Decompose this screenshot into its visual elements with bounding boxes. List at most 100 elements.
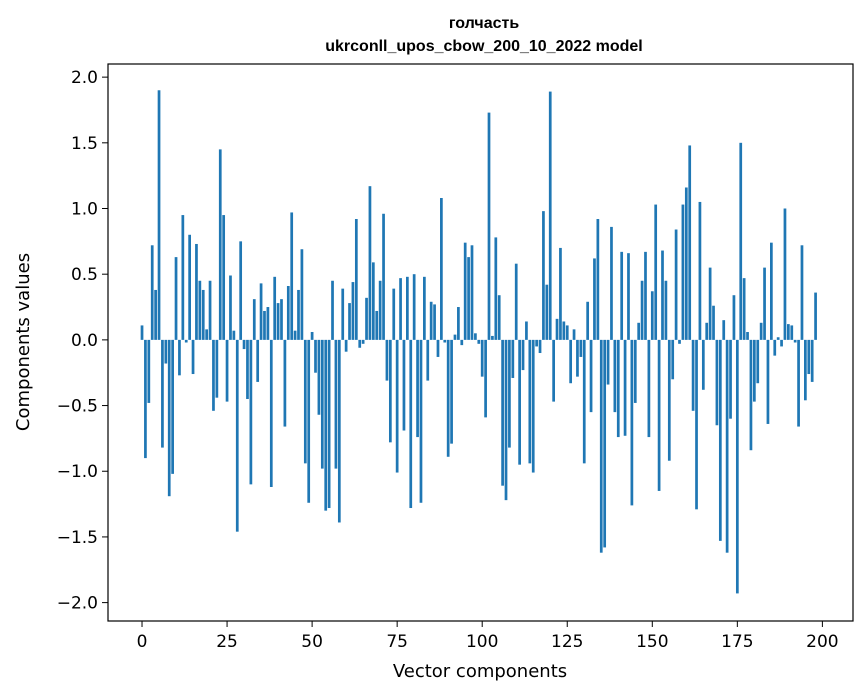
bar: [198, 280, 202, 340]
bar: [780, 339, 783, 347]
bar: [800, 245, 804, 340]
bar: [188, 234, 191, 340]
bar: [756, 339, 760, 384]
bar: [283, 339, 287, 427]
bar: [661, 250, 664, 340]
bar: [222, 215, 226, 340]
bar: [572, 329, 576, 340]
bar: [433, 304, 436, 340]
bar: [633, 339, 637, 403]
bar: [290, 212, 294, 340]
bar: [174, 257, 178, 340]
bar: [644, 251, 647, 340]
bar: [521, 339, 525, 371]
bar: [793, 339, 797, 343]
bar: [586, 301, 590, 340]
bar: [269, 339, 273, 487]
bar: [531, 339, 535, 473]
bar: [327, 339, 331, 509]
bar: [324, 339, 328, 511]
bar: [334, 339, 338, 469]
bar: [542, 211, 545, 340]
bar: [171, 339, 174, 474]
bar: [354, 219, 358, 340]
bar: [256, 339, 260, 382]
bar: [412, 274, 416, 340]
bar: [630, 339, 634, 506]
bar: [579, 339, 583, 357]
y-axis-label: Components values: [13, 253, 34, 431]
y-tick-label: −0.5: [57, 397, 98, 417]
bar: [263, 310, 266, 340]
bar: [385, 339, 389, 381]
x-axis-label: Vector components: [393, 661, 567, 682]
bar: [749, 339, 753, 451]
bar: [423, 276, 426, 340]
bar: [623, 339, 627, 436]
x-tick-label: 175: [721, 632, 753, 652]
x-tick-label: 25: [216, 632, 238, 652]
bar: [491, 335, 494, 340]
bar: [252, 299, 256, 340]
bar: [508, 339, 511, 448]
bar: [310, 331, 314, 340]
bar: [752, 339, 756, 402]
bar: [545, 284, 549, 340]
bar: [518, 339, 521, 465]
bar: [382, 213, 385, 340]
x-tick-label: 125: [551, 632, 583, 652]
bar: [467, 257, 470, 340]
bar: [249, 339, 253, 485]
bar: [368, 186, 372, 340]
y-tick-label: 0.0: [71, 331, 98, 351]
bar: [201, 289, 205, 340]
y-tick-label: −1.0: [57, 462, 98, 482]
bar: [776, 337, 780, 340]
bar: [606, 339, 610, 385]
x-tick-label: 200: [806, 632, 838, 652]
bar: [548, 91, 552, 340]
bar: [497, 295, 501, 340]
bar-series: [140, 90, 817, 594]
bar: [807, 339, 811, 375]
bar: [416, 339, 419, 438]
bar: [429, 301, 433, 340]
bar: [715, 339, 719, 426]
y-tick-label: −2.0: [57, 594, 98, 614]
bar: [712, 305, 715, 340]
bar: [191, 339, 195, 375]
bar: [215, 339, 219, 398]
bar: [235, 339, 239, 532]
bar: [514, 263, 518, 340]
bar: [395, 339, 399, 473]
bar: [388, 339, 392, 443]
bar: [375, 310, 379, 340]
bar: [739, 142, 743, 340]
bar: [184, 339, 188, 343]
y-tick-label: 1.0: [71, 200, 98, 220]
bar: [307, 339, 311, 503]
bar: [759, 322, 763, 340]
bar: [797, 339, 800, 427]
y-tick-label: 2.0: [71, 68, 98, 88]
bar: [225, 339, 229, 402]
bar: [725, 339, 729, 553]
bar: [718, 339, 722, 541]
bar: [773, 339, 777, 356]
bar: [436, 339, 440, 357]
bar: [457, 307, 460, 340]
bar: [735, 339, 739, 594]
bar: [480, 339, 484, 377]
bar: [212, 339, 215, 411]
bar: [406, 276, 409, 340]
x-axis-ticks: 0 25 50 75 100 125 150 175 200: [137, 621, 839, 652]
bar: [627, 253, 630, 340]
bar: [242, 339, 246, 350]
bar: [681, 204, 685, 340]
bar: [453, 334, 457, 340]
bar: [477, 339, 481, 344]
bar: [161, 339, 164, 448]
bar: [317, 339, 321, 415]
bar: [722, 320, 726, 340]
